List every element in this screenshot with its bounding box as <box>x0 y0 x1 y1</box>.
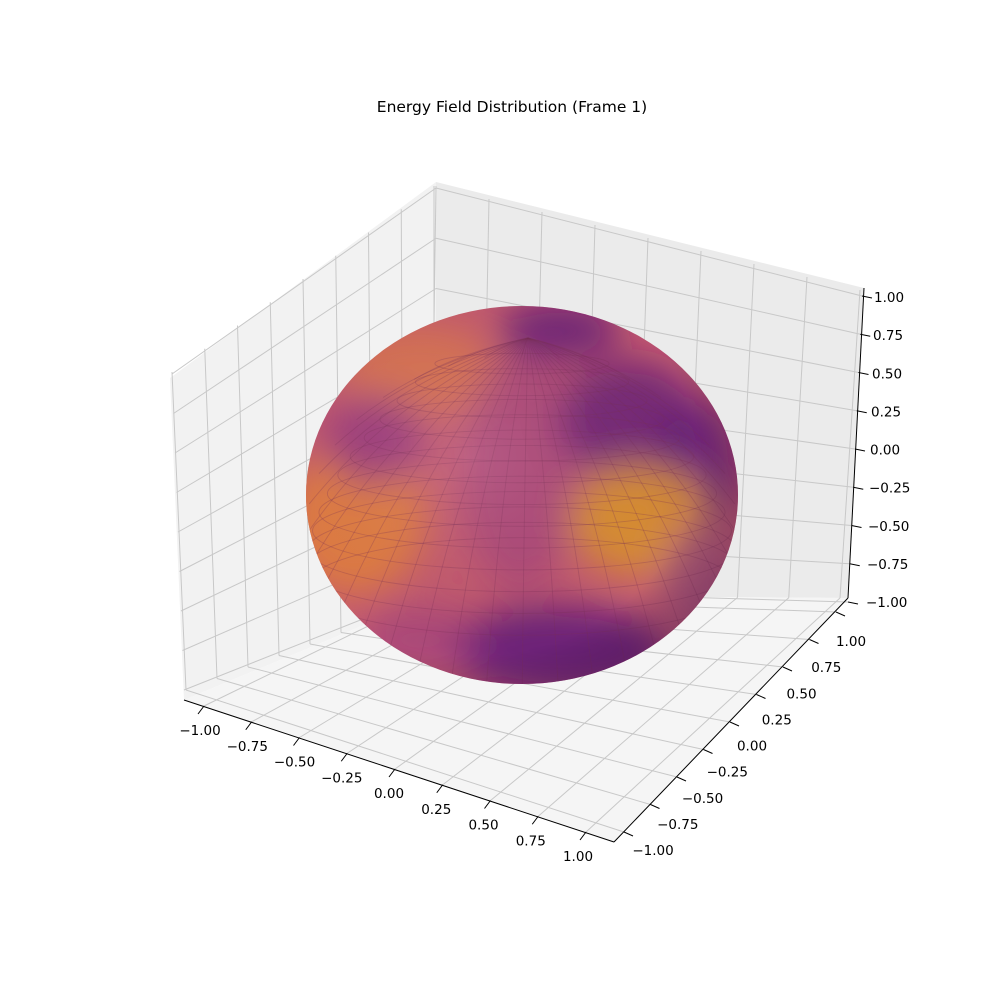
chart-title: Energy Field Distribution (Frame 1) <box>377 98 647 116</box>
x-tick-label: −1.00 <box>179 723 220 739</box>
z-tick-label: 0.00 <box>870 443 900 459</box>
pane-floor <box>184 595 848 842</box>
y-tick-label: −0.50 <box>682 791 723 807</box>
z-tick-label: −0.25 <box>869 481 910 497</box>
z-tick-label: −1.00 <box>866 595 907 611</box>
y-tick-label: 0.50 <box>786 686 816 702</box>
y-tick-label: 0.25 <box>762 712 792 728</box>
tick-marks <box>197 295 873 841</box>
y-tick-label: 0.75 <box>811 660 841 676</box>
z-tick-label: −0.75 <box>867 557 908 573</box>
z-tick-label: 0.25 <box>871 404 901 420</box>
x-tick-label: −0.25 <box>321 770 362 786</box>
axis-edges <box>183 287 865 843</box>
z-tick-label: 0.50 <box>872 366 902 382</box>
y-tick-label: −1.00 <box>632 843 673 859</box>
x-tick-label: 0.50 <box>468 818 498 834</box>
y-tick-label: −0.25 <box>707 765 748 781</box>
z-tick-label: 0.75 <box>873 328 903 344</box>
y-tick-label: −0.75 <box>657 817 698 833</box>
x-tick-label: −0.75 <box>227 739 268 755</box>
z-tick-label: −0.50 <box>868 519 909 535</box>
z-tick-label: 1.00 <box>874 290 904 306</box>
y-tick-labels: −1.00 −0.75 −0.50 −0.25 0.00 0.25 0.50 0.75 1.00 <box>632 634 866 859</box>
x-tick-label: −0.50 <box>274 755 315 771</box>
x-tick-label: 0.25 <box>421 802 451 818</box>
x-tick-labels: −1.00 −0.75 −0.50 −0.25 0.00 0.25 0.50 0.75 1.00 <box>179 723 593 865</box>
x-tick-label: 0.00 <box>374 786 404 802</box>
x-tick-label: 1.00 <box>563 849 593 865</box>
x-tick-label: 0.75 <box>516 833 546 849</box>
z-tick-labels: −1.00 −0.75 −0.50 −0.25 0.00 0.25 0.50 0.75 1.00 <box>866 290 910 611</box>
sphere-shading <box>306 306 738 684</box>
y-tick-label: 1.00 <box>836 634 866 650</box>
y-tick-label: 0.00 <box>737 739 767 755</box>
